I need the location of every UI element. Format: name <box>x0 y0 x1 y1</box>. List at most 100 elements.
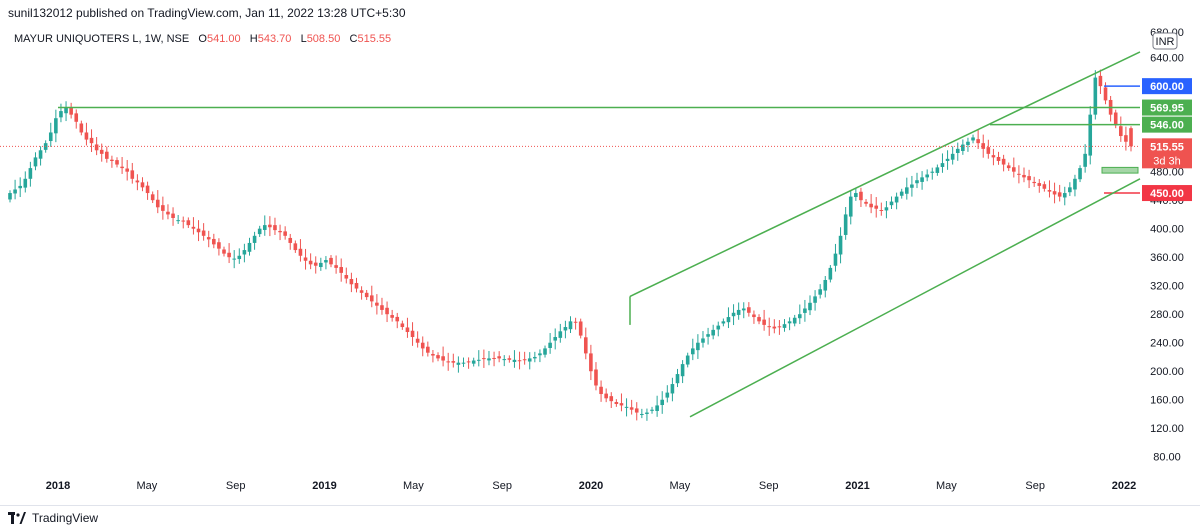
candle-body <box>701 338 705 343</box>
candle-body <box>838 235 843 255</box>
price-axis[interactable]: 80.00 120.00 160.00 200.00 240.00 280.00 320.0… <box>1150 27 1184 464</box>
low-value: 508.50 <box>306 33 341 45</box>
candle-body <box>1042 184 1047 189</box>
candle-body <box>828 267 833 280</box>
candle-body <box>426 346 430 353</box>
x-tick-label: Sep <box>759 480 779 492</box>
candle-body <box>726 317 731 323</box>
candle-body <box>614 402 619 405</box>
candle-body <box>497 356 501 359</box>
candle-body <box>1027 176 1031 181</box>
candle-body <box>105 151 109 159</box>
candle-body <box>583 337 588 354</box>
candle-body <box>533 356 537 359</box>
candles-layer <box>8 69 1133 421</box>
price-chart[interactable]: 80.00 120.00 160.00 200.00 240.00 280.00 320.0… <box>0 0 1200 505</box>
publisher-line: sunil132012 published on TradingView.com… <box>8 6 406 20</box>
price-label-box <box>1142 78 1192 95</box>
candle-body <box>1113 112 1118 126</box>
candle-body <box>313 262 318 266</box>
candle-body <box>237 255 242 260</box>
candle-body <box>441 356 445 361</box>
candle-body <box>905 187 909 194</box>
candle-body <box>823 279 828 291</box>
candle-body <box>1129 128 1133 147</box>
x-tick-label: May <box>669 480 690 492</box>
candle-body <box>604 393 608 399</box>
target-box <box>1101 166 1139 174</box>
candle-body <box>594 369 598 386</box>
candle-body <box>247 242 252 252</box>
y-tick-label: 280.00 <box>1150 309 1184 321</box>
candle-body <box>28 168 33 179</box>
candle-body <box>410 330 415 338</box>
candle-body <box>512 359 517 362</box>
y-tick-label: 640.00 <box>1150 53 1184 65</box>
candle-body <box>99 149 104 154</box>
candle-body <box>609 396 614 402</box>
candle-body <box>79 123 84 133</box>
candle-body <box>120 166 124 169</box>
candle-body <box>578 321 583 336</box>
candle-body <box>950 153 955 160</box>
candle-body <box>206 237 211 240</box>
candle-body <box>186 220 191 226</box>
candle-body <box>971 137 975 141</box>
candle-body <box>553 337 558 341</box>
candle-body <box>772 326 777 329</box>
candle-body <box>1022 174 1026 178</box>
candle-body <box>33 157 38 167</box>
candle-body <box>344 275 349 279</box>
candle-body <box>466 361 471 363</box>
candle-body <box>874 205 879 209</box>
y-tick-label: 360.00 <box>1150 252 1184 264</box>
candle-body <box>364 292 369 298</box>
candle-body <box>222 249 226 254</box>
candle-body <box>573 321 578 323</box>
candle-body <box>161 205 165 211</box>
candle-body <box>23 178 28 188</box>
candle-body <box>910 184 914 188</box>
candle-body <box>436 355 440 359</box>
candle-body <box>624 406 629 408</box>
candle-body <box>660 399 665 406</box>
high-label: H <box>249 33 258 45</box>
candle-body <box>685 355 690 365</box>
candle-body <box>645 412 649 414</box>
candle-body <box>736 309 741 315</box>
x-tick-label: May <box>136 480 157 492</box>
candle-body <box>803 308 807 313</box>
candle-body <box>1083 153 1087 167</box>
lower-channel-line <box>689 178 1141 418</box>
candle-body <box>991 155 996 158</box>
candle-body <box>797 314 802 319</box>
candle-body <box>262 225 267 230</box>
candle-body <box>405 327 410 333</box>
candle-body <box>1093 77 1098 115</box>
candle-body <box>59 111 63 118</box>
candle-body <box>680 364 685 377</box>
candle-body <box>650 409 654 411</box>
candle-body <box>415 338 420 343</box>
x-tick-label: 2022 <box>1112 480 1136 492</box>
candle-body <box>380 305 384 310</box>
x-tick-label: 2021 <box>845 480 869 492</box>
candle-body <box>319 262 323 268</box>
currency-badge <box>1152 32 1178 50</box>
candle-body <box>752 314 756 318</box>
price-label-box <box>1142 185 1192 202</box>
candle-body <box>48 132 53 142</box>
x-tick-label: May <box>936 480 957 492</box>
candle-body <box>74 113 79 122</box>
candle-body <box>64 107 68 114</box>
candle-body <box>1001 158 1006 165</box>
price-label-text: 569.95 <box>1150 103 1184 115</box>
candle-body <box>283 231 287 236</box>
candle-body <box>787 321 792 324</box>
candle-body <box>955 148 960 153</box>
candle-body <box>492 357 496 359</box>
candle-body <box>915 180 919 184</box>
candle-body <box>1062 193 1067 198</box>
time-axis[interactable]: 2018 May Sep 2019 May Sep 2020 May Sep 2021 May Sep… <box>46 480 1136 492</box>
candle-body <box>813 296 817 303</box>
